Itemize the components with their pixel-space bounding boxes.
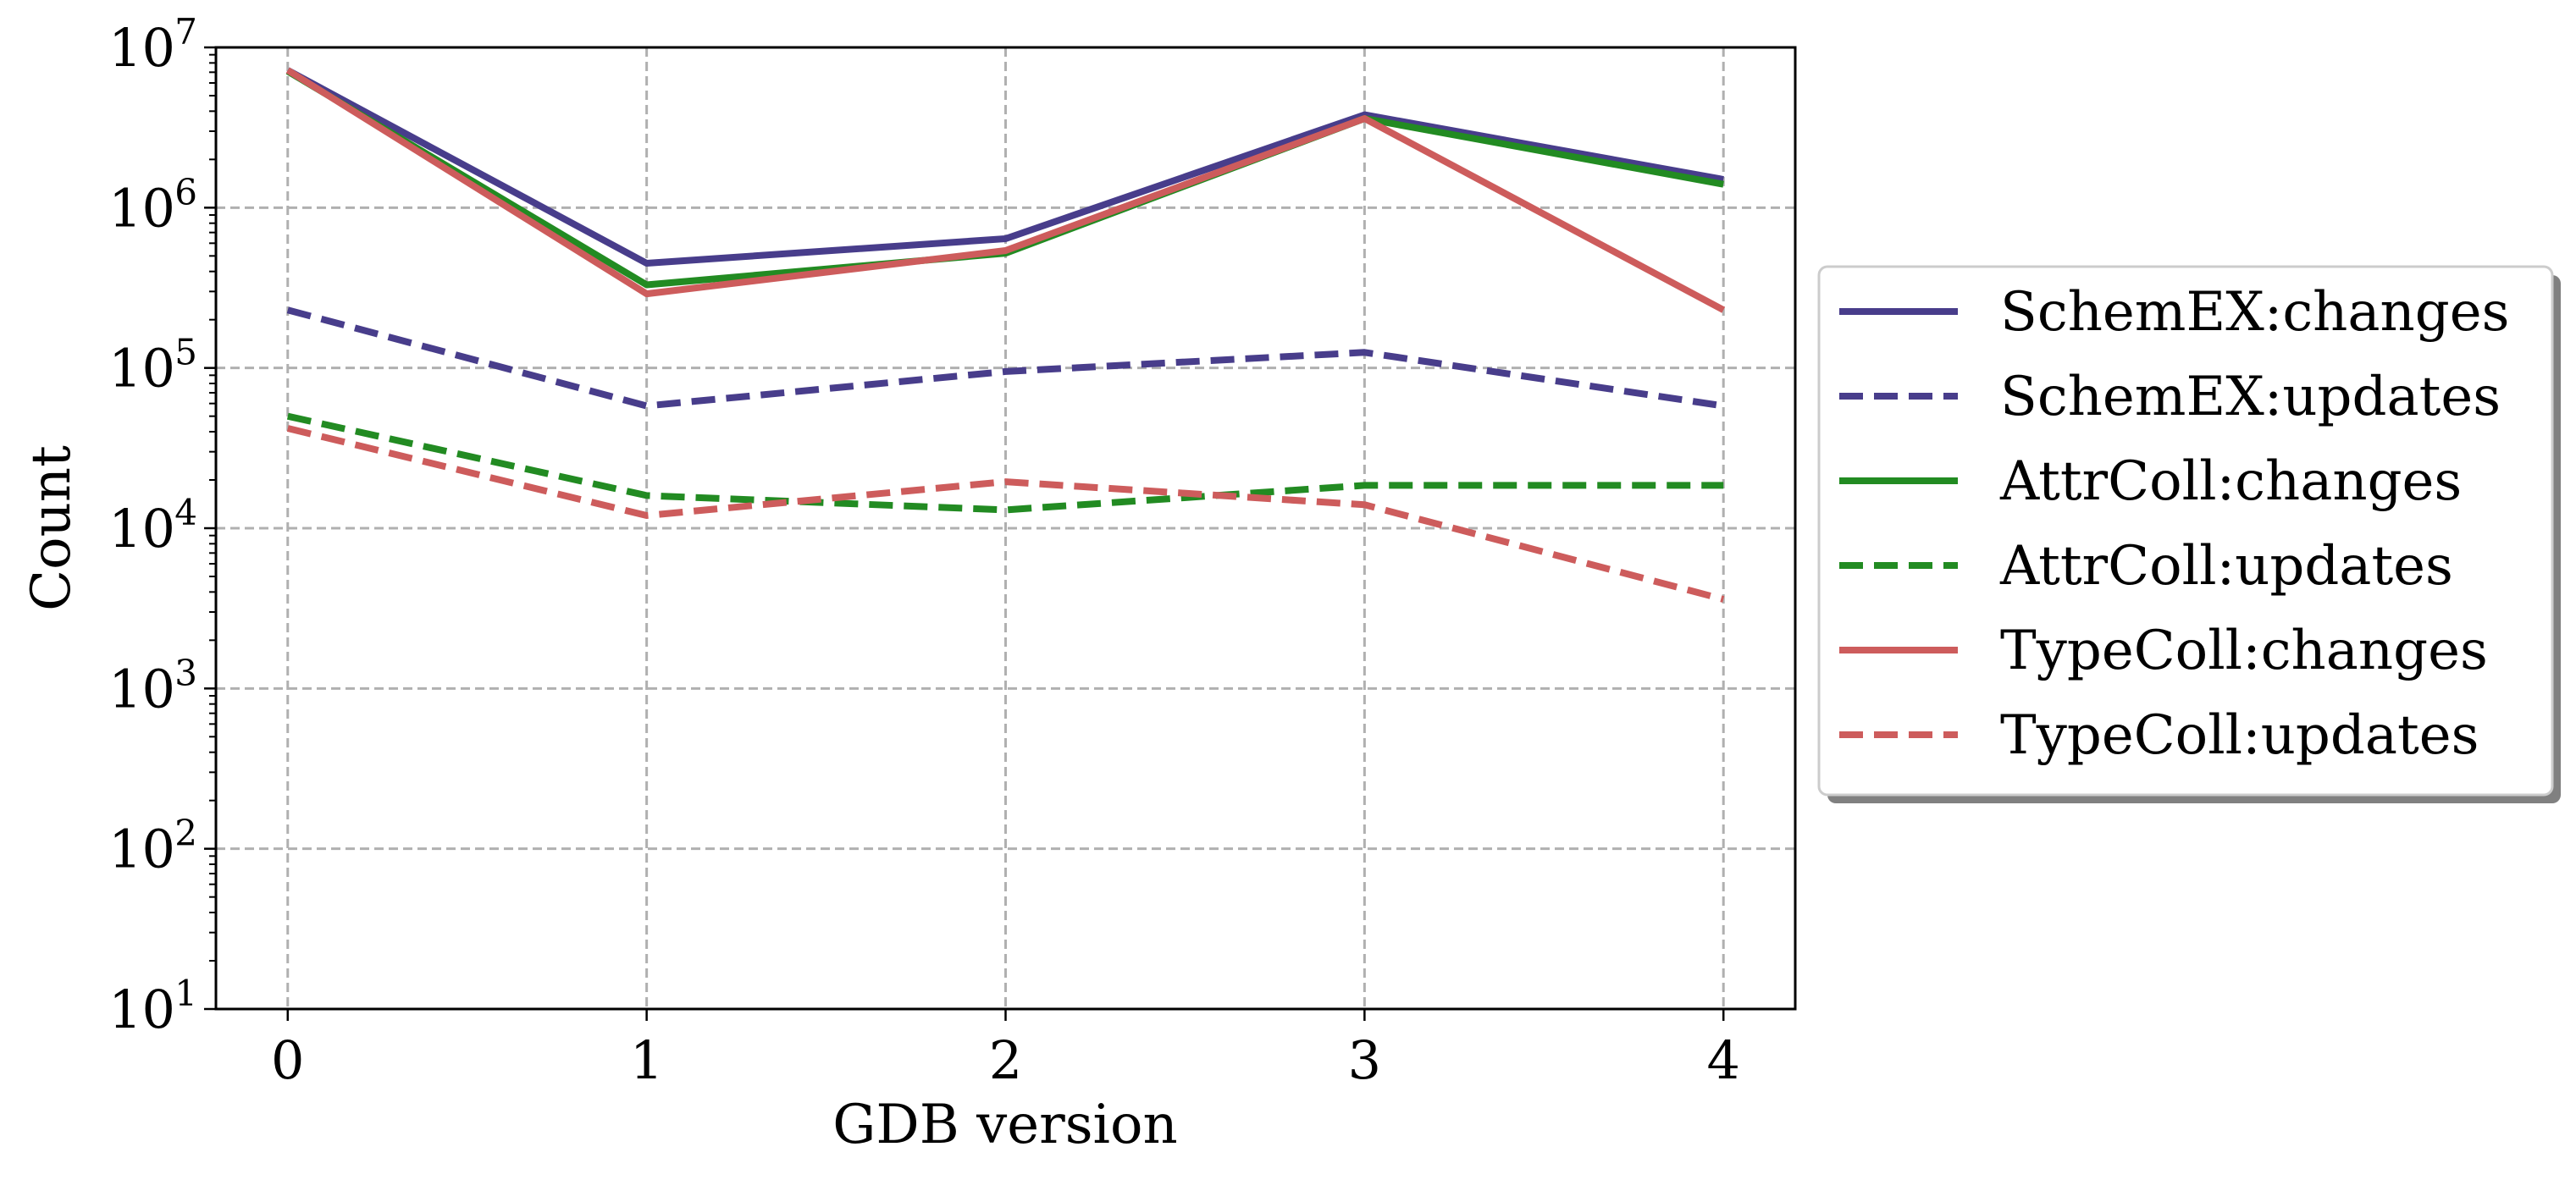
- legend-label: TypeColl:changes: [2000, 620, 2488, 682]
- legend-box: [1817, 265, 2554, 797]
- x-tick-label: 4: [1707, 1029, 1740, 1091]
- series-line-attrcoll-updates: [286, 412, 1724, 514]
- y-tick-exponent: 7: [174, 11, 197, 52]
- series-line-typecoll-updates: [286, 425, 1725, 603]
- y-tick-label: 10: [108, 979, 175, 1040]
- series-line-schemex-changes: [285, 67, 1724, 267]
- x-tick-label: 2: [989, 1029, 1022, 1091]
- y-tick-label: 10: [108, 819, 175, 880]
- y-tick-label: 10: [108, 338, 175, 400]
- series-line-schemex-updates: [286, 306, 1724, 410]
- y-tick-label: 10: [108, 177, 175, 239]
- legend-label: AttrColl:changes: [1999, 450, 2462, 513]
- legend: SchemEX:changes SchemEX:updates AttrColl:c…: [1817, 265, 2561, 803]
- x-axis-title: GDB version: [832, 1094, 1178, 1156]
- y-tick-exponent: 4: [174, 492, 197, 533]
- y-axis-title: Count: [20, 445, 83, 611]
- x-tick-label: 0: [271, 1029, 304, 1091]
- y-tick-exponent: 2: [174, 813, 197, 854]
- y-tick-label: 10: [108, 498, 175, 560]
- y-tick-exponent: 3: [174, 652, 197, 693]
- x-tick-label: 1: [630, 1029, 663, 1091]
- series-lines: [285, 67, 1726, 603]
- series-line-typecoll-changes: [285, 67, 1726, 313]
- legend-label: AttrColl:updates: [1999, 535, 2453, 598]
- y-tick-exponent: 6: [174, 171, 197, 212]
- x-tick-label: 3: [1348, 1029, 1381, 1091]
- legend-label: TypeColl:updates: [2000, 704, 2479, 767]
- y-tick-label: 10: [108, 658, 175, 720]
- legend-label: SchemEX:updates: [2000, 366, 2501, 428]
- y-tick-label: 10: [108, 17, 175, 79]
- y-tick-exponent: 5: [174, 332, 197, 373]
- y-tick-exponent: 1: [174, 973, 197, 1014]
- legend-label: SchemEX:changes: [2000, 281, 2509, 344]
